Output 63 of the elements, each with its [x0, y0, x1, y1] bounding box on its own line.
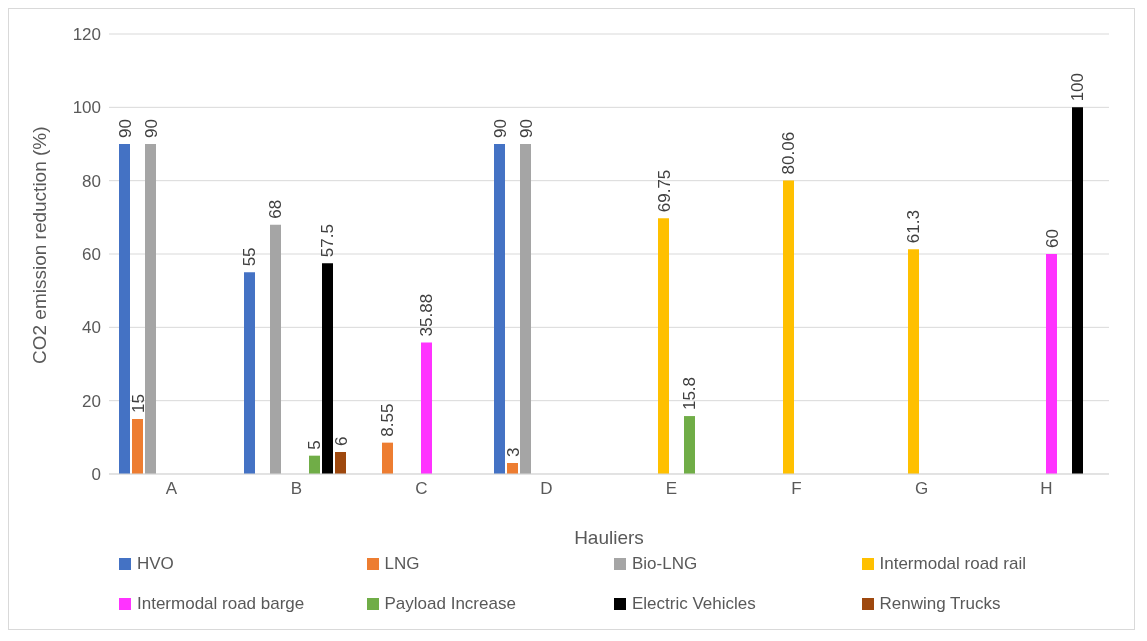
x-tick-label: G [914, 479, 929, 499]
bar [132, 419, 143, 474]
x-tick-label: E [665, 479, 678, 499]
legend-label: HVO [137, 554, 174, 574]
y-tick-label: 80 [82, 171, 101, 191]
x-tick-label: C [415, 479, 428, 499]
y-tick-label: 20 [82, 391, 101, 411]
bar [119, 144, 130, 474]
legend-label: Electric Vehicles [632, 594, 756, 614]
bar [684, 416, 695, 474]
bar [1072, 107, 1083, 474]
data-label: 68 [266, 199, 286, 219]
data-label: 57.5 [318, 224, 338, 258]
y-tick-label: 60 [82, 245, 101, 265]
data-label: 15 [128, 394, 148, 413]
x-tick-label: A [165, 479, 178, 499]
legend-label: Renwing Trucks [879, 594, 1001, 614]
data-label: 15.8 [680, 376, 700, 411]
legend-label: Intermodal road barge [137, 594, 305, 614]
x-tick-label: F [791, 479, 802, 499]
bar [145, 144, 156, 474]
x-tick-label: B [290, 479, 303, 499]
x-tick-label: H [1040, 479, 1053, 499]
data-label: 90 [115, 119, 135, 138]
data-label: 80.06 [779, 131, 799, 175]
bar [520, 144, 531, 474]
bar [1046, 254, 1057, 474]
data-label: 35.88 [417, 293, 437, 337]
legend-label: LNG [384, 554, 420, 574]
bar [658, 218, 669, 474]
data-label: 90 [516, 119, 536, 138]
bar [270, 224, 281, 474]
data-label: 90 [141, 119, 161, 138]
data-label: 3 [503, 447, 523, 457]
bar [244, 272, 255, 474]
data-label: 61.3 [904, 210, 924, 244]
bar [494, 144, 505, 474]
y-tick-label: 100 [72, 98, 101, 118]
data-label: 69.75 [654, 169, 674, 213]
data-label: 60 [1042, 229, 1062, 248]
x-tick-label: D [540, 479, 553, 499]
bar [309, 455, 320, 474]
y-tick-label: 40 [82, 318, 101, 338]
bar [421, 342, 432, 474]
legend-label: Intermodal road rail [879, 554, 1026, 574]
data-label: 90 [490, 119, 510, 138]
bar [335, 452, 346, 474]
y-tick-label: 120 [72, 25, 101, 45]
data-label: 6 [331, 436, 351, 446]
legend-label: Bio-LNG [632, 554, 698, 574]
data-label: 55 [240, 247, 260, 267]
data-label: 100 [1068, 72, 1088, 102]
bar [783, 180, 794, 474]
bar [382, 442, 393, 474]
data-label: 8.55 [378, 403, 398, 437]
legend-label: Payload Increase [384, 594, 516, 614]
bar [507, 463, 518, 474]
y-axis-title: CO2 emission reduction (%) [28, 126, 50, 364]
x-axis-title: Hauliers [574, 527, 644, 548]
bar [908, 249, 919, 474]
data-label: 5 [305, 440, 325, 450]
y-tick-label: 0 [91, 465, 101, 485]
bar [322, 263, 333, 474]
